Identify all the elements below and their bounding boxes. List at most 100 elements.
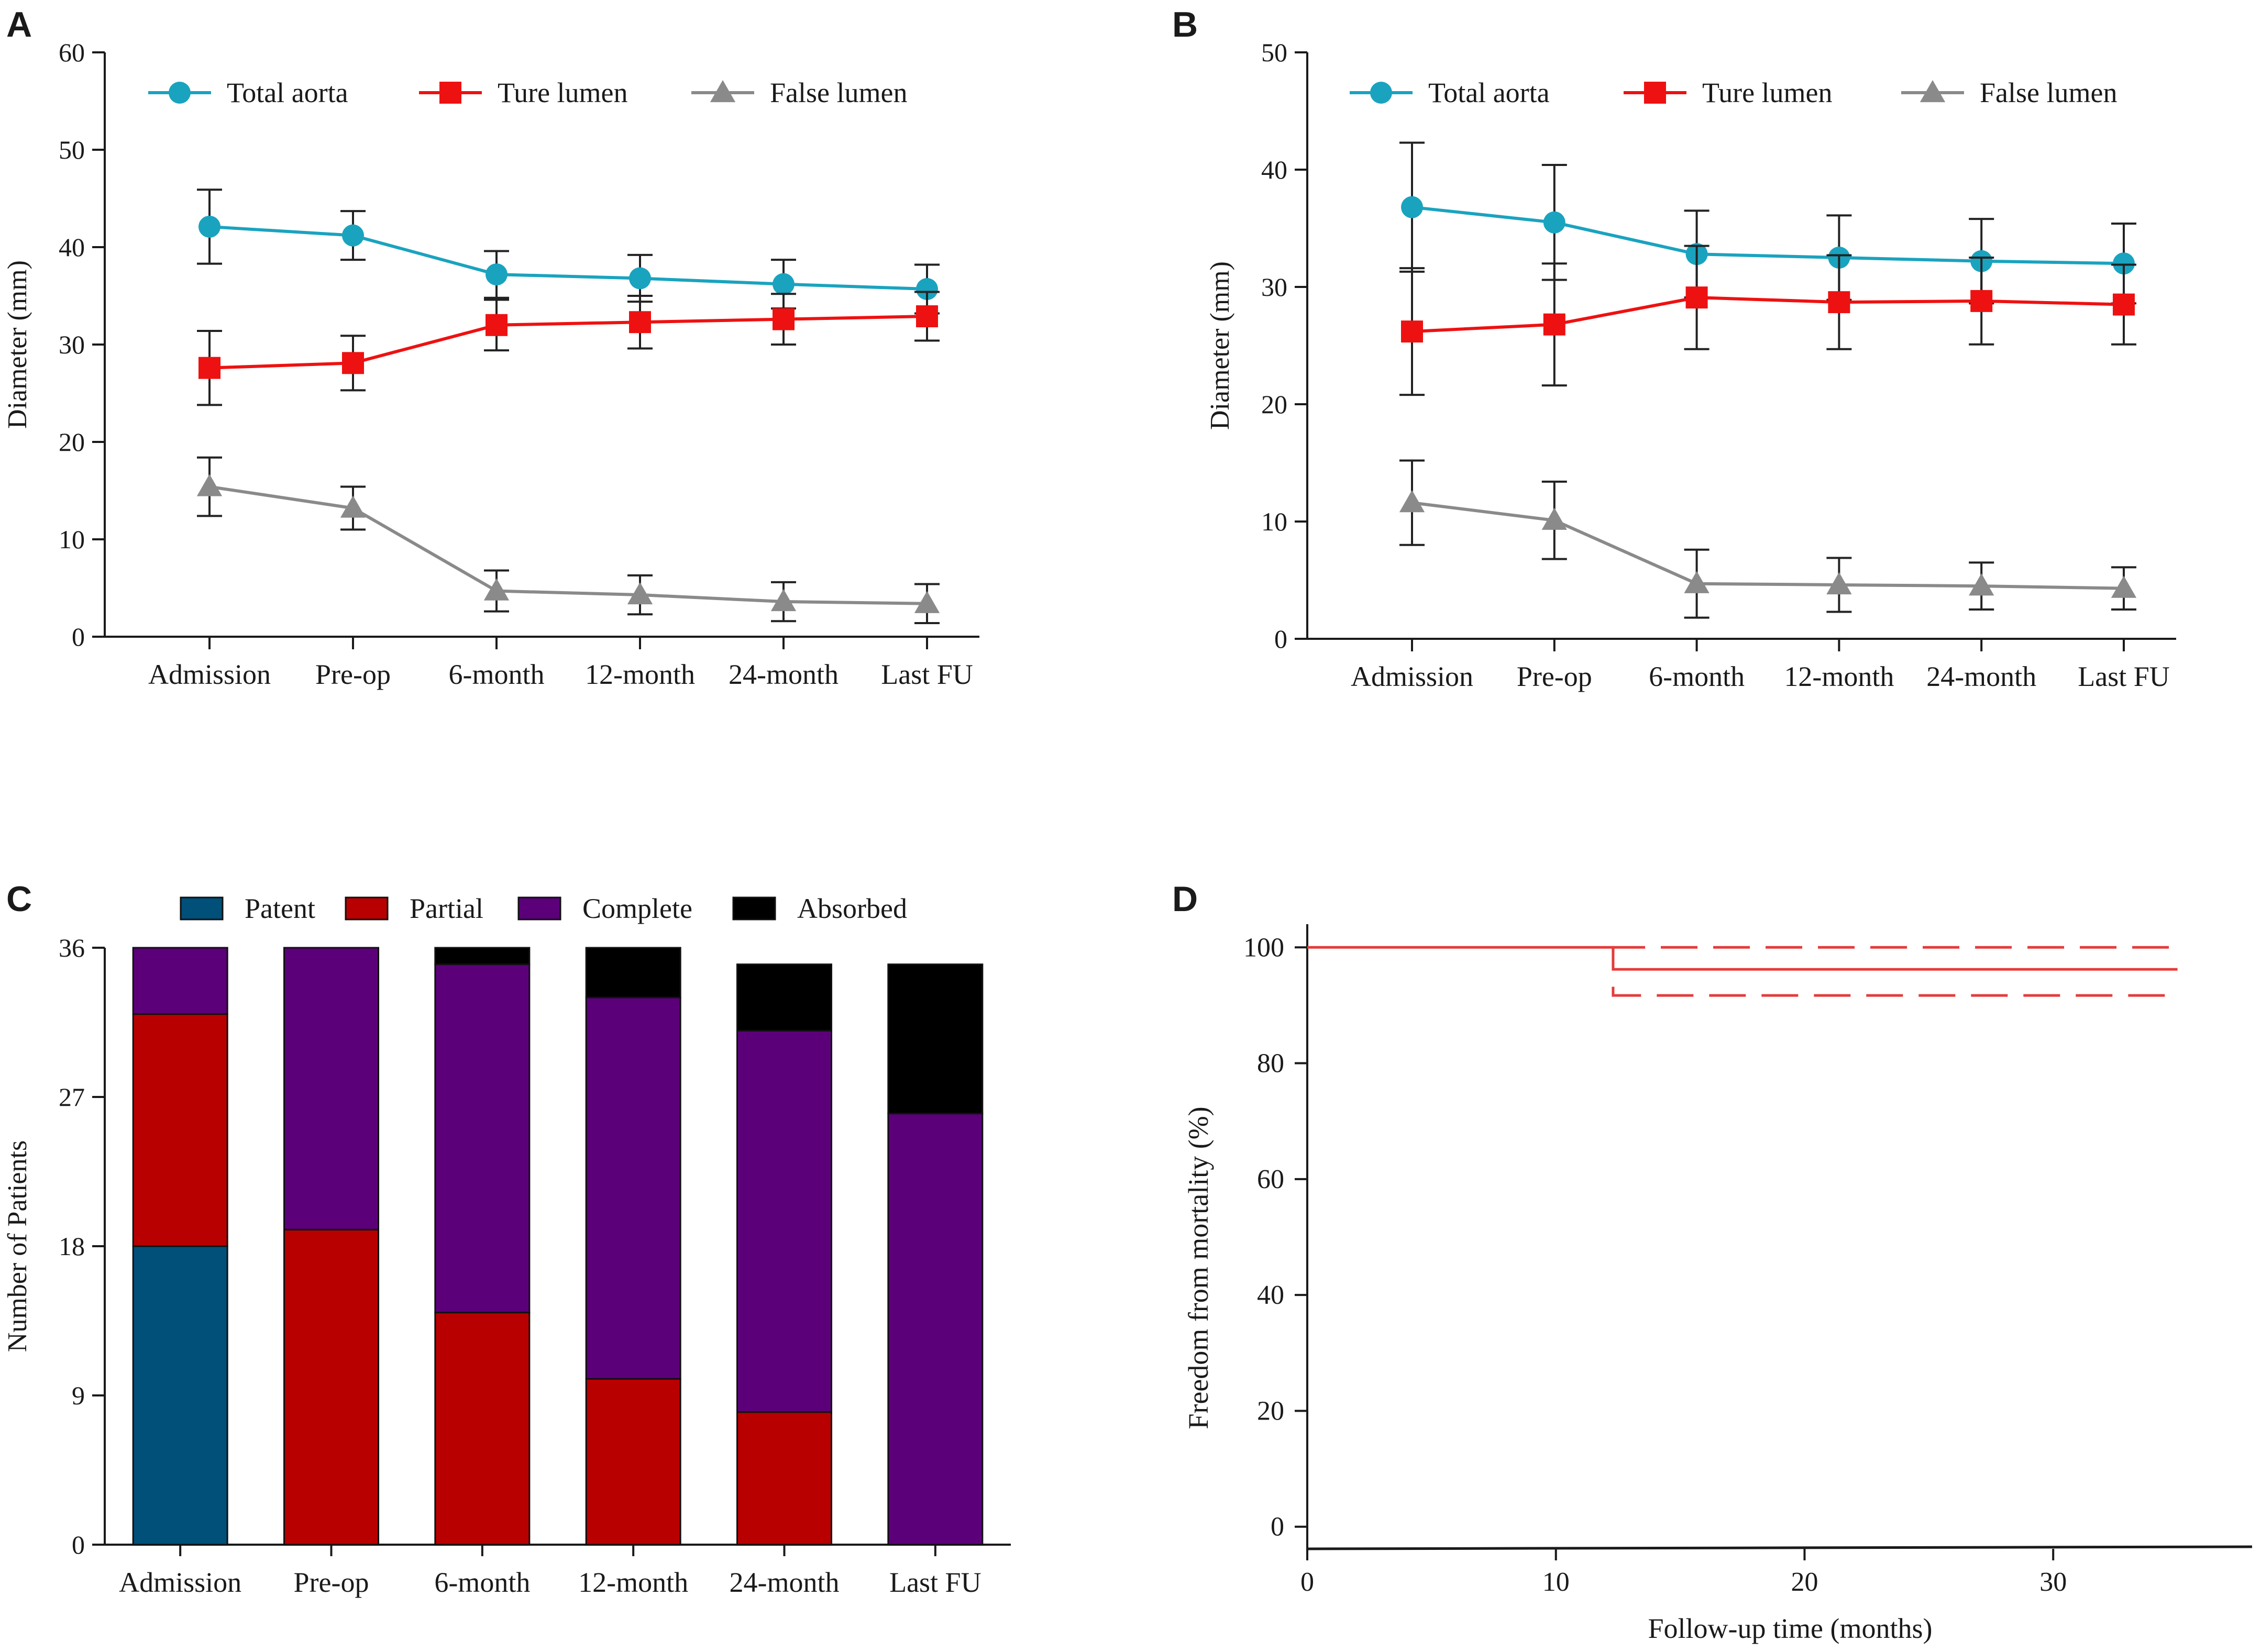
x-tick-label: 12-month xyxy=(1784,661,1894,692)
x-tick-label: 20 xyxy=(1791,1567,1818,1597)
y-axis-title: Number of Patients xyxy=(3,1140,32,1352)
x-tick-label: 6-month xyxy=(434,1567,530,1598)
x-tick-label: Pre-op xyxy=(294,1567,369,1598)
series-ture-lumen xyxy=(197,291,940,406)
legend-label: Total aorta xyxy=(1428,77,1550,108)
bar-segment-complete xyxy=(283,947,379,1230)
x-tick-label: 10 xyxy=(1542,1567,1570,1597)
bar-segment-absorbed xyxy=(585,947,681,999)
legend-label: Absorbed xyxy=(797,893,907,924)
legend-swatch xyxy=(732,896,776,921)
legend-entry-absorbed: Absorbed xyxy=(732,893,907,924)
y-tick-label: 10 xyxy=(59,525,85,554)
x-tick-label: 12-month xyxy=(585,659,695,690)
y-tick-label: 60 xyxy=(59,38,85,67)
bar-segment-partial xyxy=(585,1378,681,1546)
legend-entry-complete: Complete xyxy=(517,893,692,924)
survival-line xyxy=(1307,946,2178,971)
y-tick-label: 60 xyxy=(1257,1165,1284,1194)
x-tick-label: 6-month xyxy=(1649,661,1745,692)
x-tick-label: Admission xyxy=(119,1567,241,1598)
panel-label-b: B xyxy=(1172,5,1198,45)
legend-entry-false-lumen: False lumen xyxy=(1901,77,2117,108)
bar-segment-complete xyxy=(887,1113,984,1546)
data-point xyxy=(486,263,508,286)
legend-label: False lumen xyxy=(1980,77,2117,108)
panel-d-chart: 0 20 40 60 80 100 0 10 20 30 Freedom from mortalit… xyxy=(1183,924,2253,1644)
panel-label-a: A xyxy=(6,5,32,45)
data-point xyxy=(916,278,938,300)
data-point xyxy=(1401,196,1423,218)
y-tick-label: 40 xyxy=(1261,155,1287,184)
y-tick-label: 27 xyxy=(59,1082,85,1112)
legend-entry-total-aorta: Total aorta xyxy=(148,77,348,108)
x-tick-label: Last FU xyxy=(889,1567,981,1598)
series-line xyxy=(209,485,928,605)
legend-entry-ture-lumen: Ture lumen xyxy=(1624,77,1833,108)
series-line xyxy=(1411,205,2124,265)
data-point xyxy=(1399,490,1425,513)
legend-label: Complete xyxy=(582,893,692,924)
y-tick-label: 20 xyxy=(1261,390,1287,419)
x-tick-label: 6-month xyxy=(449,659,545,690)
legend-label: False lumen xyxy=(770,77,907,108)
series-total-aorta xyxy=(197,189,940,315)
legend-marker xyxy=(710,80,736,103)
ci-line xyxy=(1612,946,2178,952)
data-point xyxy=(1828,291,1850,314)
x-tick-label: Last FU xyxy=(2078,661,2170,692)
bar-segment-partial xyxy=(736,1411,832,1546)
y-tick-label: 0 xyxy=(1274,624,1287,653)
data-point xyxy=(1685,286,1708,309)
x-tick-label: Pre-op xyxy=(1517,661,1592,692)
series-line xyxy=(1411,296,2124,334)
series-false-lumen xyxy=(1399,459,2137,619)
panel-a-chart: 0 10 20 30 40 50 60 Admission Pre-op 6-month 12-mo… xyxy=(3,38,979,690)
data-point xyxy=(1541,507,1567,530)
data-point xyxy=(773,308,795,330)
data-point xyxy=(770,589,797,612)
x-tick-label: Pre-op xyxy=(315,659,391,690)
bar-segment-complete xyxy=(132,947,228,1015)
x-tick-label: 12-month xyxy=(578,1567,688,1598)
data-point xyxy=(914,591,940,613)
y-tick-label: 9 xyxy=(72,1381,85,1410)
bar-segment-partial xyxy=(434,1312,531,1546)
bar-segment-partial xyxy=(132,1013,228,1247)
y-tick-label: 10 xyxy=(1261,507,1287,536)
data-point xyxy=(196,474,223,496)
y-tick-label: 100 xyxy=(1243,933,1284,962)
y-axis-title: Diameter (mm) xyxy=(1205,261,1235,430)
data-point xyxy=(342,224,364,247)
data-point xyxy=(198,357,220,379)
legend-entry-false-lumen: False lumen xyxy=(691,77,907,108)
y-tick-label: 0 xyxy=(72,622,85,651)
y-axis-title: Freedom from mortality (%) xyxy=(1183,1106,1214,1429)
y-tick-label: 0 xyxy=(72,1530,85,1559)
data-point xyxy=(1543,211,1565,234)
bar-segment-complete xyxy=(434,963,531,1314)
x-axis-title: Follow-up time (months) xyxy=(1648,1613,1933,1644)
y-tick-label: 0 xyxy=(1271,1512,1284,1542)
data-point xyxy=(340,495,366,518)
data-point xyxy=(629,267,651,290)
legend-label: Ture lumen xyxy=(1702,77,1833,108)
legend-label: Patent xyxy=(245,893,315,924)
bar-segment-patent xyxy=(132,1245,228,1546)
y-tick-label: 36 xyxy=(59,933,85,962)
legend-label: Ture lumen xyxy=(498,77,628,108)
x-tick-label: 24-month xyxy=(729,659,839,690)
y-tick-label: 20 xyxy=(1257,1396,1284,1426)
y-tick-label: 80 xyxy=(1257,1049,1284,1079)
x-tick-label: Last FU xyxy=(881,659,973,690)
y-tick-label: 50 xyxy=(59,135,85,164)
legend-swatch xyxy=(517,896,561,921)
y-tick-label: 30 xyxy=(59,330,85,359)
legend-swatch xyxy=(345,896,389,921)
data-point xyxy=(2113,252,2135,275)
legend-label: Partial xyxy=(410,893,483,924)
x-tick-label: 30 xyxy=(2039,1567,2067,1597)
data-point xyxy=(627,582,653,605)
data-point xyxy=(486,314,508,336)
